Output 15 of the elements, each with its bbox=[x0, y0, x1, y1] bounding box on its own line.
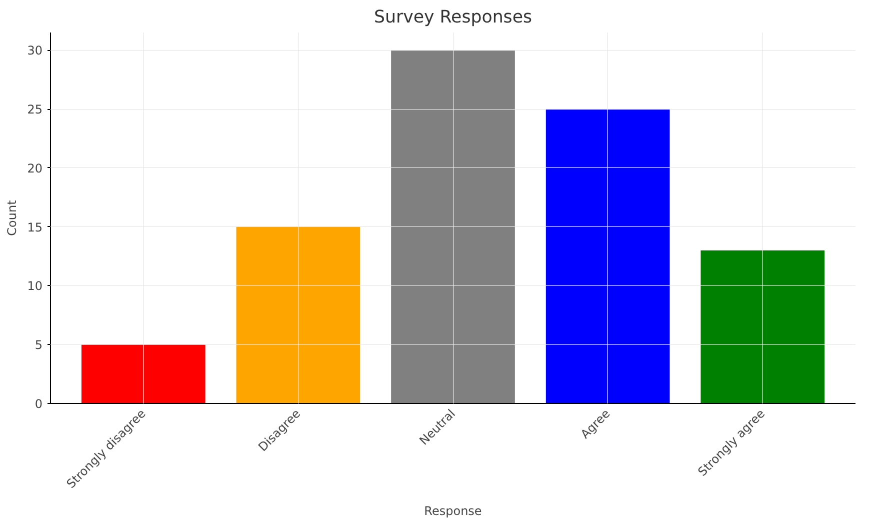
y-tick-label: 5 bbox=[34, 338, 43, 352]
y-axis-title: Count bbox=[5, 200, 20, 236]
bar bbox=[81, 344, 206, 404]
y-tick-label: 20 bbox=[27, 161, 43, 176]
bar bbox=[236, 226, 360, 404]
bar bbox=[546, 109, 670, 404]
chart-title: Survey Responses bbox=[374, 8, 532, 28]
bar bbox=[391, 50, 515, 404]
y-tick-label: 0 bbox=[34, 397, 43, 411]
y-tick-label: 15 bbox=[27, 220, 43, 234]
x-axis-title: Response bbox=[424, 504, 482, 518]
y-tick-label: 10 bbox=[27, 279, 43, 294]
y-tick-label: 25 bbox=[27, 102, 43, 117]
bar bbox=[700, 250, 825, 404]
y-tick-label: 30 bbox=[27, 44, 43, 58]
